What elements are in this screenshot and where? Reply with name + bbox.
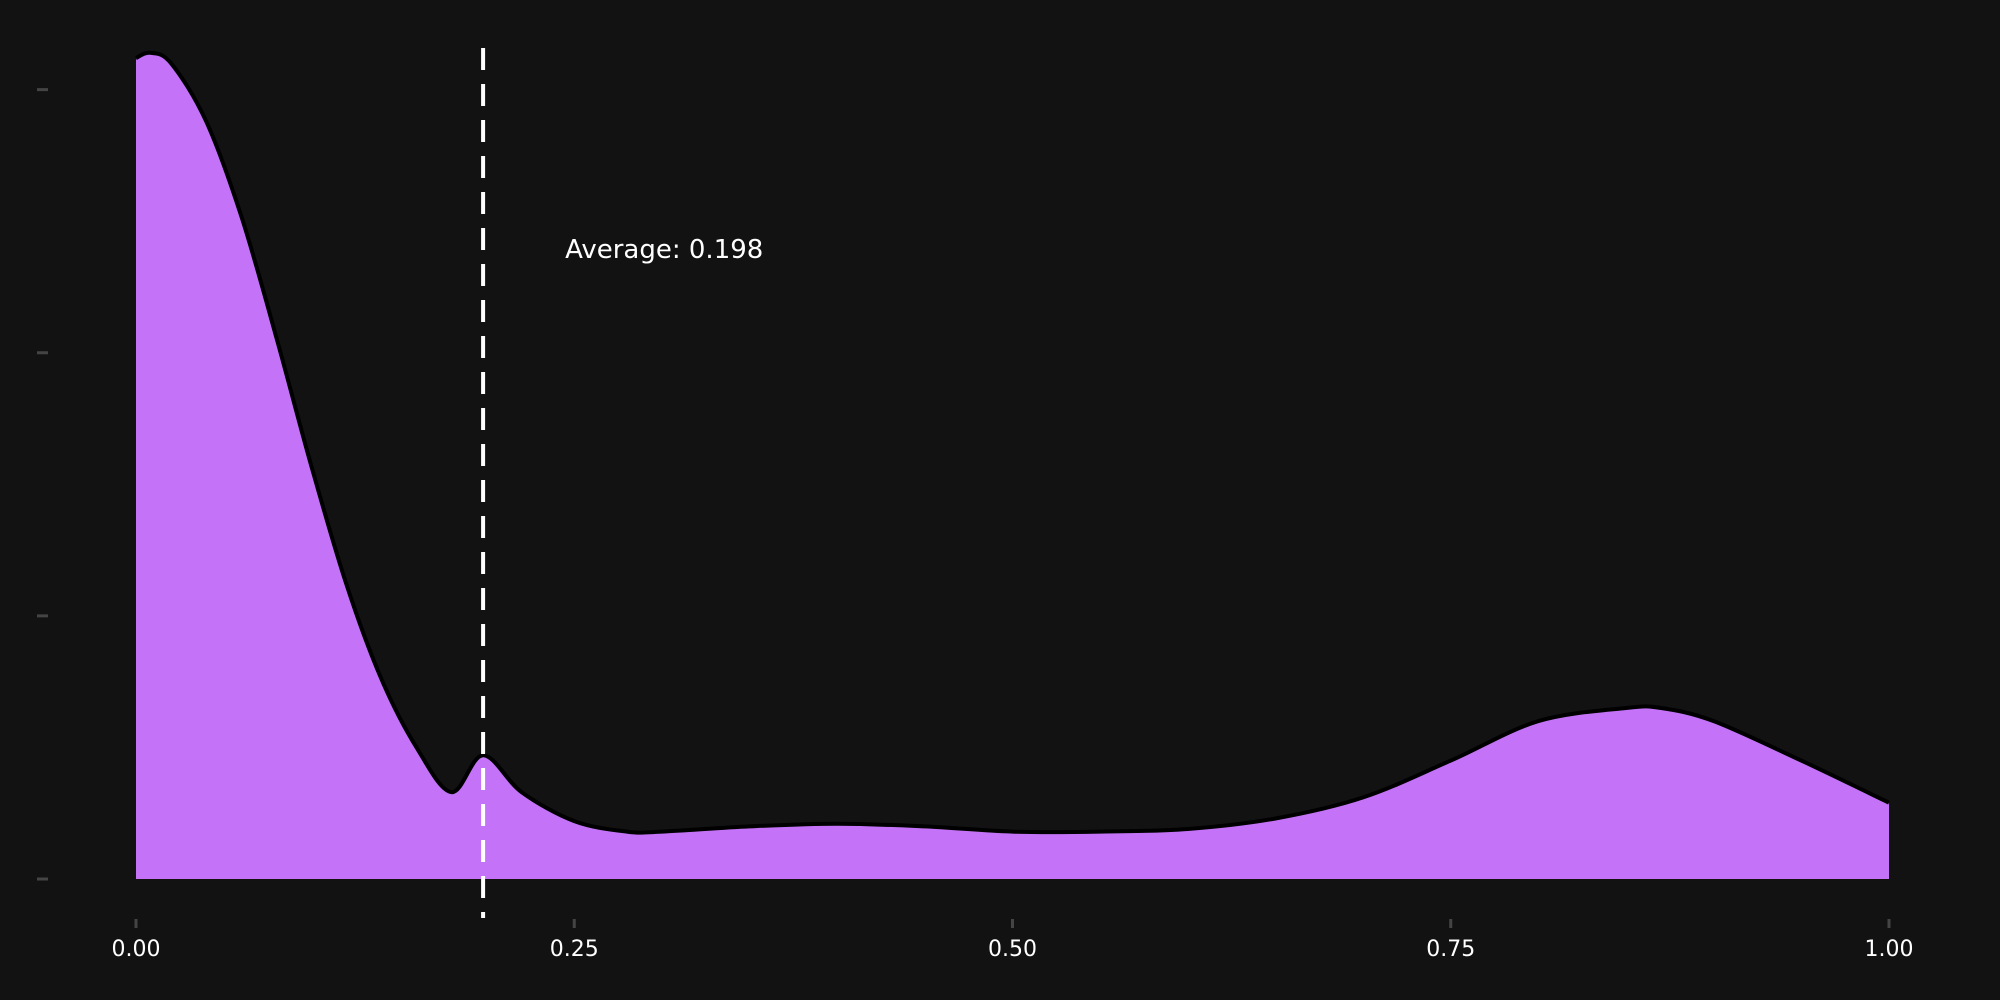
- mean-annotation: Average: 0.198: [565, 235, 763, 265]
- density-outline: [135, 50, 1890, 835]
- x-tick-label: 0.00: [112, 937, 161, 962]
- x-axis: 0.00 0.25 0.50 0.75 1.00: [112, 919, 1914, 962]
- x-tick-label: 0.25: [550, 937, 599, 962]
- density-area: [136, 52, 1889, 880]
- x-tick-label: 0.75: [1426, 937, 1475, 962]
- x-tick-label: 1.00: [1865, 937, 1914, 962]
- y-axis-ticks: [37, 88, 48, 881]
- x-tick-label: 0.50: [988, 937, 1037, 962]
